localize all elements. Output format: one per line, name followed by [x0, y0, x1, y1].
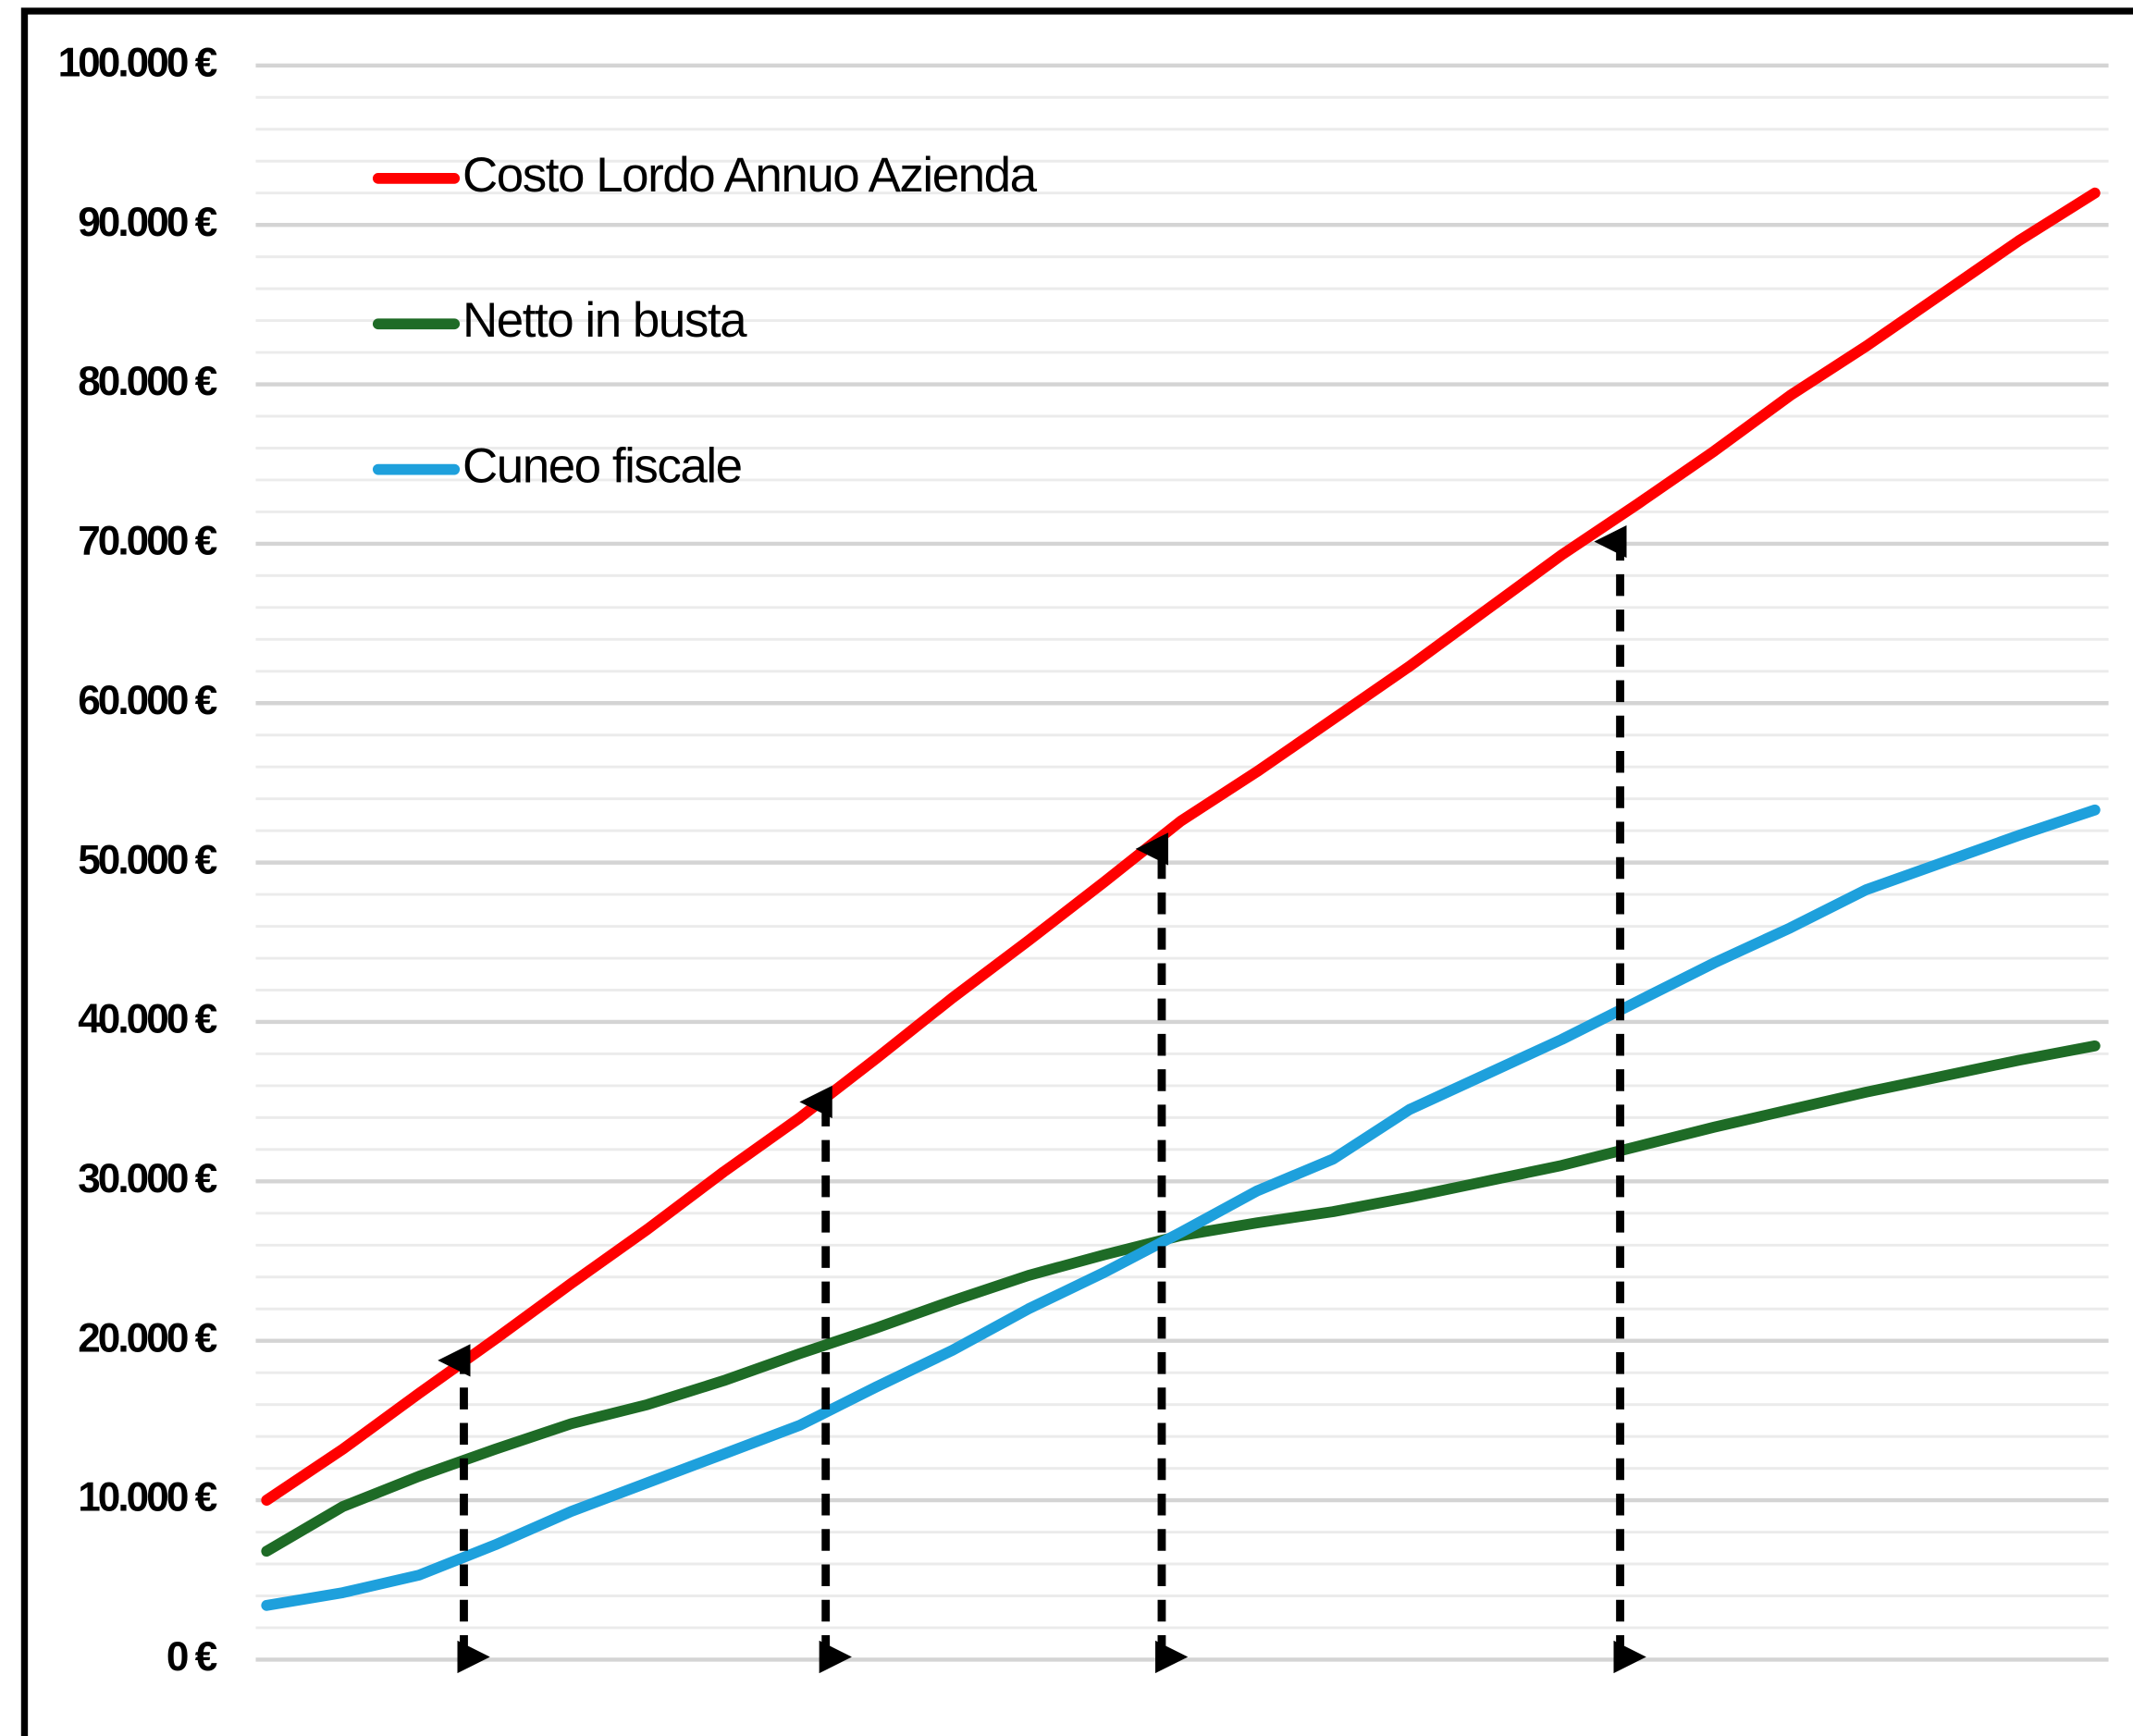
- y-tick-label: 0 €: [166, 1634, 217, 1680]
- y-tick-label: 100.000 €: [58, 40, 217, 85]
- frame: [20, 7, 2133, 1736]
- y-tick-label: 70.000 €: [78, 519, 217, 564]
- y-tick-label: 90.000 €: [78, 200, 217, 245]
- series-line: [261, 187, 2101, 1506]
- y-tick-label: 10.000 €: [78, 1475, 217, 1521]
- arrows: [438, 524, 1646, 1674]
- lines: [261, 187, 2101, 1611]
- series-line: [261, 804, 2101, 1611]
- legend: Costo Lordo Annuo Azienda Netto in busta C…: [372, 148, 1039, 494]
- y-tick-label: 60.000 €: [78, 678, 217, 723]
- y-tick-label: 50.000 €: [78, 837, 217, 882]
- y-tick-label: 30.000 €: [78, 1156, 217, 1201]
- y-tick-label: 20.000 €: [78, 1315, 217, 1360]
- legend-label: Netto in busta: [462, 293, 747, 348]
- series-line: [261, 1040, 2101, 1557]
- legend-label: Cuneo fiscale: [462, 439, 742, 494]
- y-tick-label: 40.000 €: [78, 997, 217, 1042]
- legend-label: Costo Lordo Annuo Azienda: [462, 148, 1038, 203]
- y-tick-label: 80.000 €: [78, 359, 217, 404]
